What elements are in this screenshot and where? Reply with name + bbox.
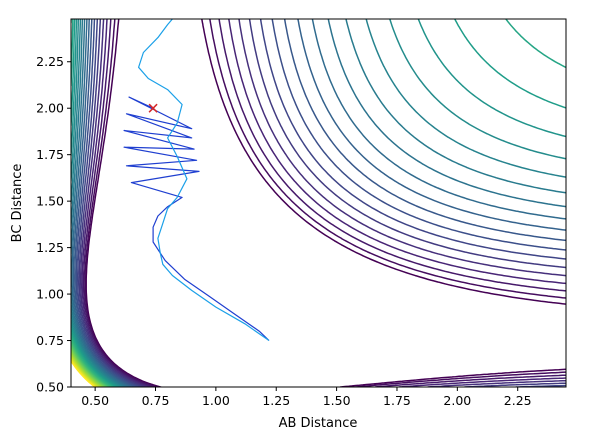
y-axis-label: BC Distance <box>10 164 25 243</box>
contour-level <box>72 19 566 387</box>
contour-level <box>82 19 566 387</box>
plot-area <box>71 19 566 387</box>
y-tick-label: 1.75 <box>36 147 64 162</box>
contour-level <box>71 19 566 387</box>
contour-lines <box>71 19 566 387</box>
contour-level <box>71 341 110 387</box>
contour-level <box>75 19 566 387</box>
y-tick-label: 2.00 <box>36 101 64 116</box>
contour-level <box>71 358 97 387</box>
y-tick-label: 0.50 <box>36 380 64 395</box>
y-axis-ticks: 0.50 0.75 1.00 1.25 1.50 1.75 2.00 2.25 <box>36 54 71 395</box>
contour-level <box>71 19 566 387</box>
contour-level <box>84 19 566 387</box>
trajectory-line <box>138 19 270 341</box>
x-axis-label: AB Distance <box>279 416 358 431</box>
contour-level <box>79 19 566 387</box>
contour-level <box>74 19 566 387</box>
trajectory-paths <box>123 19 270 341</box>
plot-frame <box>70 18 567 388</box>
y-tick-label: 1.00 <box>36 287 64 302</box>
contour-level <box>71 346 107 387</box>
trajectory-line <box>123 96 270 341</box>
contour-level <box>71 19 566 387</box>
contour-level <box>71 19 566 387</box>
contour-level <box>78 19 566 387</box>
x-tick-label: 1.50 <box>323 393 351 408</box>
contour-level <box>71 19 114 387</box>
contour-level <box>71 350 103 387</box>
x-tick-label: 0.75 <box>142 393 170 408</box>
x-tick-label: 2.25 <box>504 393 532 408</box>
x-tick-label: 1.25 <box>262 393 290 408</box>
x-axis-ticks: 0.50 0.75 1.00 1.25 1.50 1.75 2.00 2.25 <box>81 387 532 408</box>
y-tick-label: 1.25 <box>36 240 64 255</box>
contour-level <box>71 19 566 387</box>
x-tick-label: 1.75 <box>383 393 411 408</box>
y-tick-label: 0.75 <box>36 333 64 348</box>
contour-level <box>71 360 96 387</box>
x-tick-label: 0.50 <box>81 393 109 408</box>
start-marker-stroke <box>148 103 158 113</box>
x-tick-label: 2.00 <box>443 393 471 408</box>
y-tick-label: 2.25 <box>36 54 64 69</box>
x-tick-label: 1.00 <box>202 393 230 408</box>
contour-level <box>71 19 566 387</box>
contour-level <box>71 19 566 387</box>
contour-level <box>85 19 566 387</box>
contour-level <box>81 19 566 387</box>
contour-level <box>71 356 99 387</box>
start-marker <box>148 103 158 113</box>
contour-level <box>76 19 566 387</box>
y-tick-label: 1.50 <box>36 194 64 209</box>
contour-level <box>71 354 100 387</box>
contour-level <box>71 352 102 387</box>
